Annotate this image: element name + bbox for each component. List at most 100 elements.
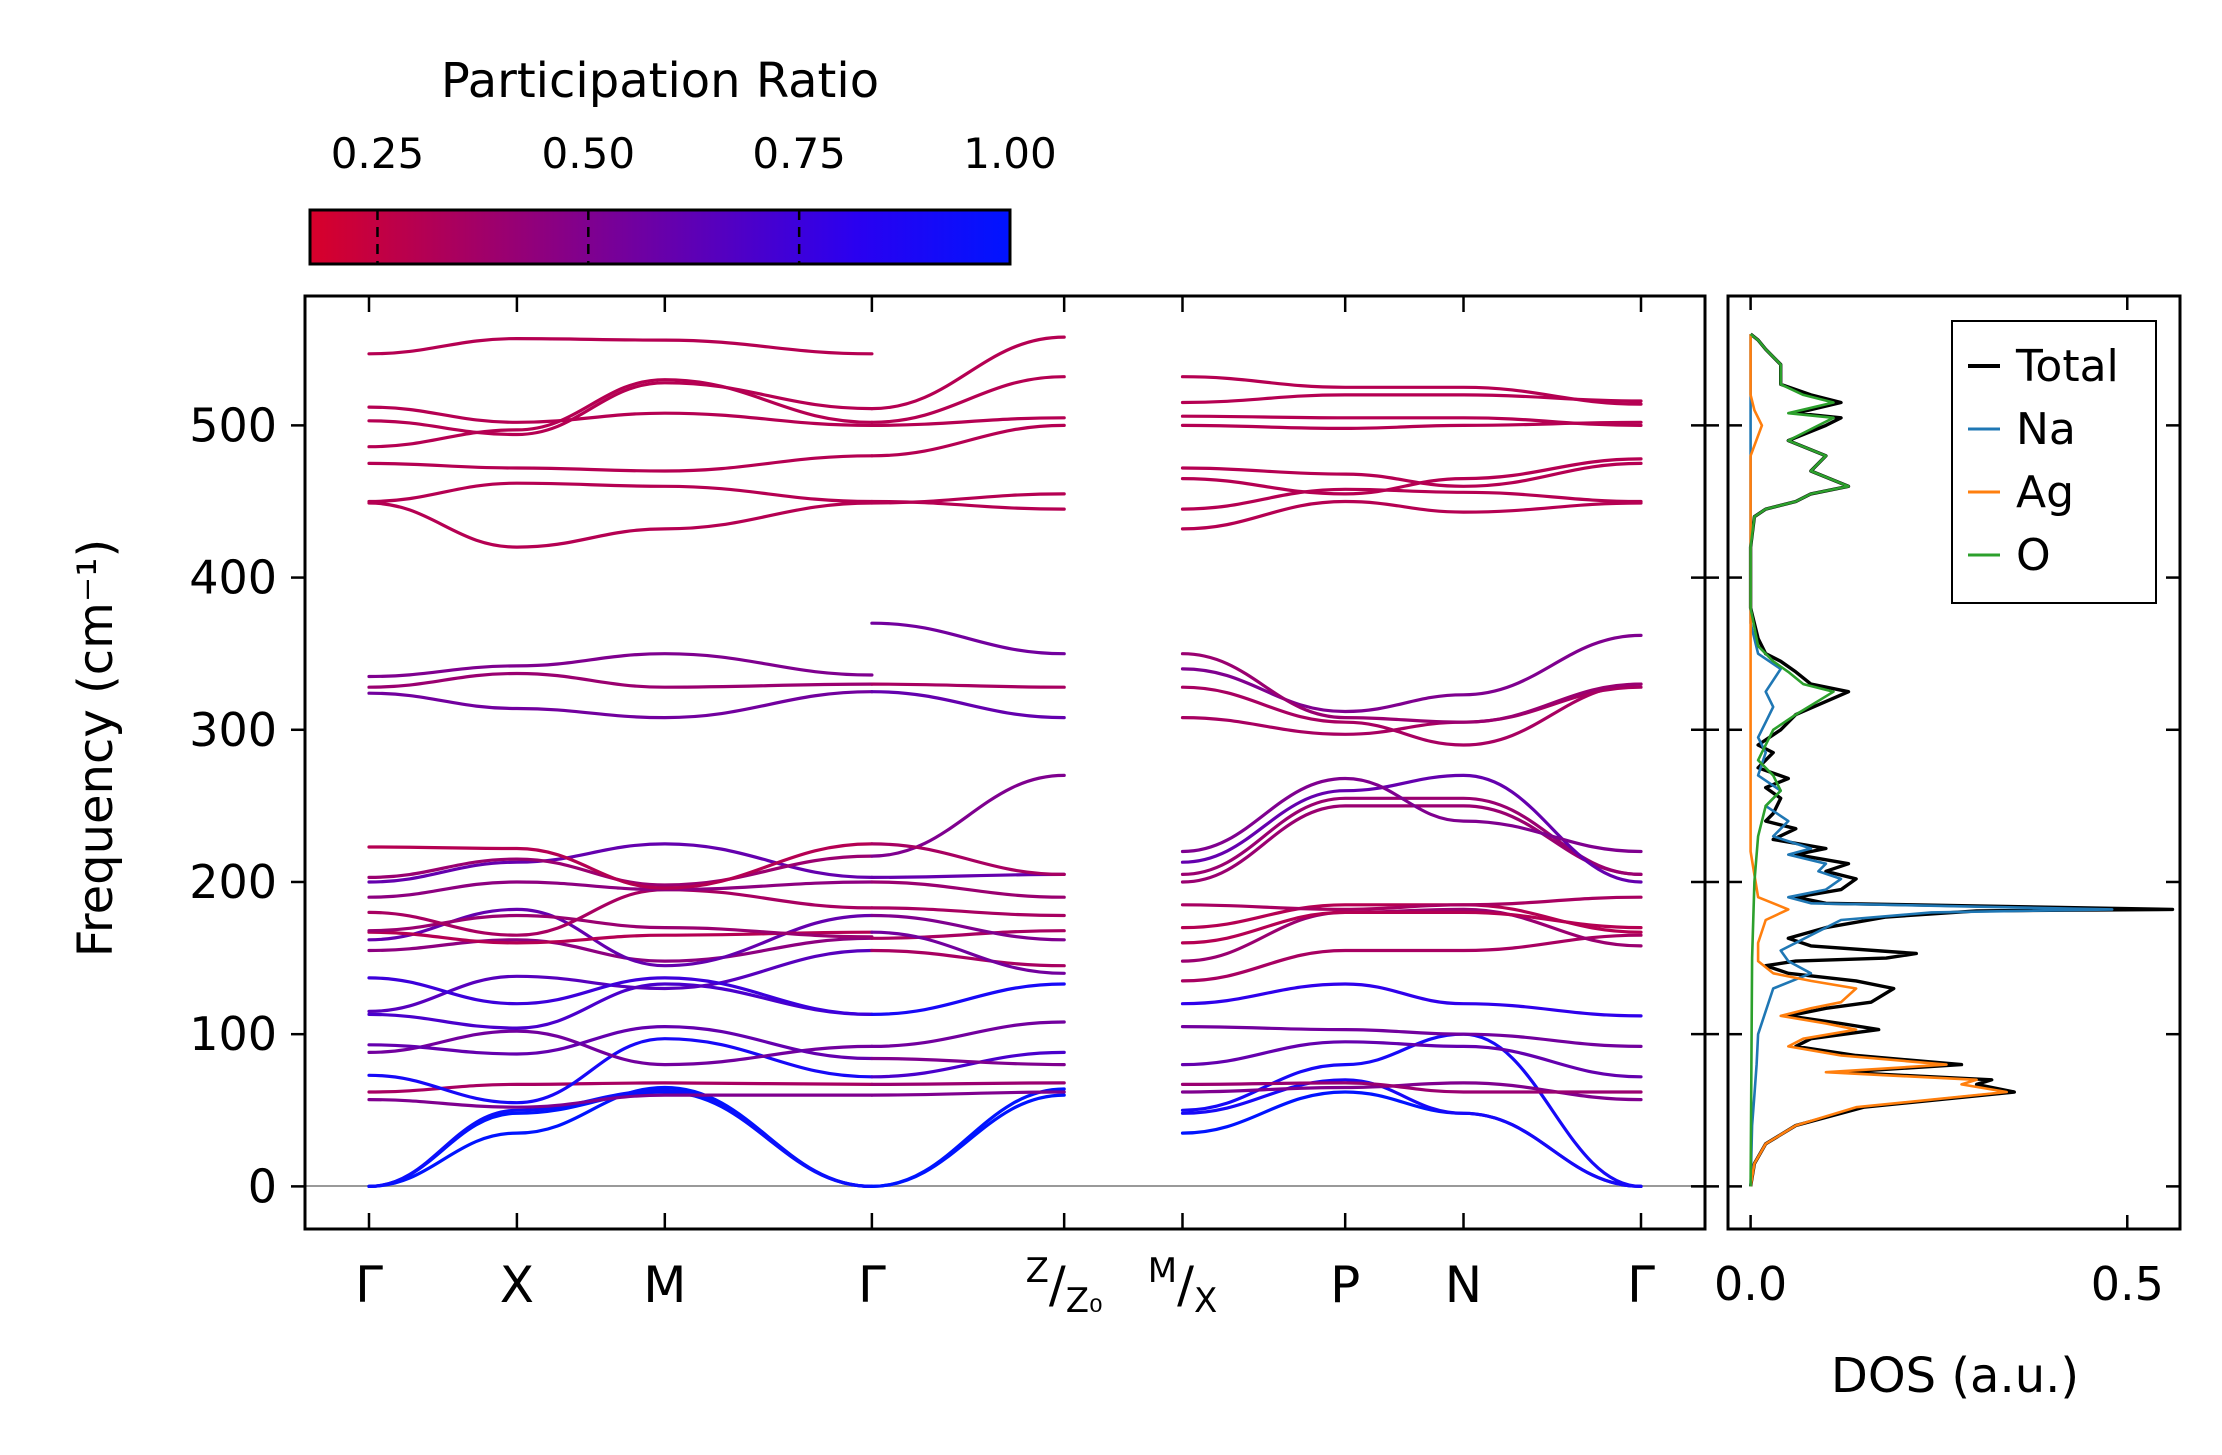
dos-x-tick-label: 0.0 <box>1714 1257 1787 1311</box>
phonon-branch <box>870 1050 1066 1079</box>
phonon-branch <box>367 336 874 356</box>
kpoint-label: N <box>1445 1256 1482 1314</box>
frequency-tick-label: 400 <box>189 551 277 605</box>
phonon-branch <box>870 499 1066 511</box>
phonon-branch <box>870 1087 1066 1188</box>
high-symmetry-lines <box>367 296 1643 1229</box>
phonon-branch <box>870 929 1066 940</box>
dos-series-ag <box>1749 334 2008 1187</box>
phonon-branch <box>1180 682 1643 747</box>
phonon-branch <box>870 621 1066 656</box>
phonon-branch <box>870 906 1066 918</box>
phonon-branch <box>1180 1032 1643 1188</box>
kpoint-label: M/X <box>1148 1251 1218 1321</box>
phonon-branch <box>1180 499 1643 531</box>
phonon-branch <box>367 481 874 504</box>
dos-frame <box>1726 294 2182 1231</box>
frequency-axis-title: Frequency (cm⁻¹) <box>68 539 124 957</box>
phonon-branch <box>1180 982 1643 1018</box>
band-structure-frame <box>303 294 1707 1231</box>
phonon-branch <box>367 671 874 689</box>
phonon-branch <box>367 1090 874 1188</box>
phonon-branch <box>1180 910 1643 945</box>
colorbar-tick-label: 0.50 <box>542 129 636 178</box>
phonon-branch <box>870 690 1066 720</box>
colorbar-title: Participation Ratio <box>441 53 879 109</box>
phonon-branch <box>870 1093 1066 1188</box>
phonon-branch <box>367 1029 874 1067</box>
legend-label: Ag <box>2016 467 2074 518</box>
legend-label: Na <box>2016 404 2076 455</box>
legend-label: O <box>2016 530 2051 581</box>
phonon-branch <box>1180 487 1643 511</box>
phonon-branch <box>1180 414 1643 427</box>
phonon-branch <box>870 375 1066 424</box>
phonon-branch <box>367 982 874 1030</box>
frequency-tick-label: 0 <box>248 1159 277 1213</box>
kpoint-label: X <box>500 1256 534 1314</box>
dos-y-ticks <box>1728 424 2180 1188</box>
phonon-branch <box>1180 457 1643 496</box>
phonon-branch <box>870 682 1066 689</box>
kpoint-label: Γ <box>1627 1256 1655 1314</box>
colorbar: Participation Ratio 0.25 0.50 0.75 1.00 <box>308 53 1057 266</box>
kpoint-label: Z/Z₀ <box>1026 1251 1103 1321</box>
phonon-branch <box>870 1090 1066 1097</box>
phonon-branch <box>367 405 874 427</box>
phonon-branch <box>367 454 874 473</box>
phonon-branch <box>870 416 1066 427</box>
phonon-branch <box>367 652 874 679</box>
legend-label: Total <box>2015 341 2119 392</box>
phonon-branch <box>367 936 874 963</box>
phonon-branch <box>367 501 874 549</box>
phonon-branch <box>1180 375 1643 406</box>
kpoint-label: Γ <box>355 1256 383 1314</box>
dos-curves <box>1748 332 2175 1187</box>
phonon-branch <box>367 378 874 449</box>
phonon-branch <box>1180 1025 1643 1048</box>
phonon-branch <box>870 880 1066 899</box>
phonon-branch <box>1180 773 1643 884</box>
dos-x-axis: 0.0 0.5 <box>1714 296 2164 1311</box>
phonon-branch <box>367 887 874 937</box>
phonon-branch <box>1180 685 1643 736</box>
phonon-branch <box>870 948 1066 968</box>
phonon-branch <box>1180 895 1643 912</box>
phonon-branch <box>367 1088 874 1188</box>
phonon-branch <box>1180 933 1643 983</box>
phonon-branch <box>870 982 1066 1016</box>
phonon-branch <box>870 1020 1066 1048</box>
phonon-branch <box>367 1081 874 1094</box>
phonon-branch <box>367 854 874 887</box>
kpath-axis: Γ X M Γ Z/Z₀ M/X P N Γ <box>355 1251 1655 1321</box>
kpoint-label: Γ <box>858 1256 886 1314</box>
colorbar-ticks: 0.25 0.50 0.75 1.00 <box>331 129 1057 264</box>
phonon-branch <box>870 1056 1066 1067</box>
dos-series-o <box>1749 333 1850 1187</box>
phonon-branch <box>367 1037 874 1105</box>
phonon-branch <box>1180 461 1643 488</box>
phonon-branch <box>870 335 1066 411</box>
band-structure-panel: 0 100 200 300 400 500 Γ X M Γ Z/Z₀ M/X P N Γ Frequenc… <box>68 294 1719 1321</box>
colorbar-tick-label: 0.25 <box>331 129 425 178</box>
phonon-branch <box>1180 796 1643 876</box>
phonon-branch <box>367 976 874 1016</box>
dos-panel: 0.0 0.5 DOS (a.u.) Total Na Ag O <box>1714 294 2182 1404</box>
phonon-bands <box>367 335 1643 1188</box>
frequency-tick-label: 100 <box>189 1007 277 1061</box>
dos-legend: Total Na Ag O <box>1951 320 2157 604</box>
phonon-branch <box>1180 1081 1643 1094</box>
phonon-branch <box>870 773 1066 858</box>
phonon-branch <box>367 880 874 899</box>
frequency-tick-label: 200 <box>189 855 277 909</box>
phonon-branch <box>1180 1078 1643 1188</box>
phonon-branch <box>870 930 1066 975</box>
phonon-branch <box>1180 776 1643 854</box>
frequency-tick-label: 500 <box>189 398 277 452</box>
phonon-branch <box>870 842 1066 876</box>
frequency-tick-label: 300 <box>189 703 277 757</box>
phonon-branch <box>367 1024 874 1061</box>
phonon-branch <box>870 913 1066 942</box>
kpoint-label: M <box>643 1256 686 1314</box>
